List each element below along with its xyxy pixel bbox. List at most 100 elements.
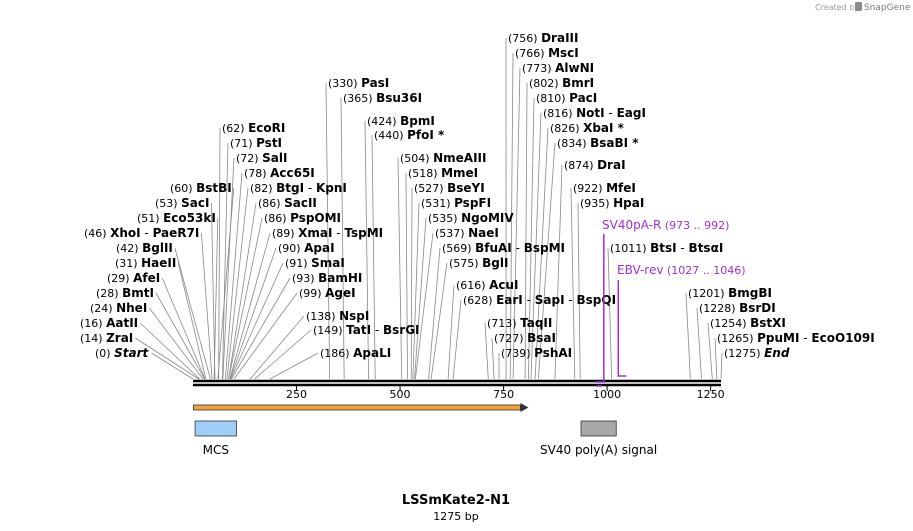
primer-ebv-rev[interactable]: EBV-rev (1027 .. 1046) xyxy=(617,263,746,377)
site-hpai[interactable]: (935) HpaI xyxy=(580,196,644,210)
feature-mcs[interactable]: MCS xyxy=(194,420,237,457)
site-sacii[interactable]: (86) SacII xyxy=(258,196,317,210)
site-nspi[interactable]: (138) NspI xyxy=(306,309,369,323)
site-bstbi[interactable]: (60) BstBI xyxy=(170,181,232,195)
site-aatii[interactable]: (16) AatII xyxy=(80,316,138,330)
feature-orf[interactable] xyxy=(193,403,529,412)
site-paci[interactable]: (810) PacI xyxy=(536,91,597,105)
site-acui[interactable]: (616) AcuI xyxy=(456,278,519,292)
site-label: (826) XbaI * xyxy=(550,121,625,135)
site-pspomi[interactable]: (86) PspOMI xyxy=(264,211,341,225)
site-leader xyxy=(226,187,249,380)
site-xhoi[interactable]: (46) XhoI - PaeR7I xyxy=(84,226,199,240)
site-label: (42) BglII xyxy=(116,241,173,255)
site-leader xyxy=(229,232,271,380)
site-afei[interactable]: (29) AfeI xyxy=(107,271,160,285)
site-position: (90) xyxy=(278,242,301,255)
site-leader xyxy=(218,127,221,380)
site-ecori[interactable]: (62) EcoRI xyxy=(222,121,285,135)
site-position: (330) xyxy=(328,77,358,90)
site-bpmi[interactable]: (424) BpmI xyxy=(367,114,435,128)
site-label: (575) BglI xyxy=(449,256,508,270)
site-pfoi[interactable]: (440) PfoI * xyxy=(374,128,445,142)
site-bsu36i[interactable]: (365) Bsu36I xyxy=(343,91,422,105)
enzyme-name: NaeI xyxy=(468,226,499,240)
site-bsrdi[interactable]: (1228) BsrDI xyxy=(699,301,776,315)
tick-label: 250 xyxy=(286,388,307,401)
enzyme-name: BmgBI xyxy=(728,286,772,300)
site-label: (713) TaqII xyxy=(487,316,552,330)
enzyme-name: AlwNI xyxy=(555,61,594,75)
enzyme-name: DraIII xyxy=(541,31,578,45)
site-apali[interactable]: (186) ApaLI xyxy=(320,346,391,360)
site-bsai[interactable]: (727) BsaI xyxy=(494,331,556,345)
site-xbai[interactable]: (826) XbaI * xyxy=(550,121,625,135)
site-nmeaiii[interactable]: (504) NmeAIII xyxy=(400,151,486,165)
site-nhei[interactable]: (24) NheI xyxy=(90,301,147,315)
site-draiii[interactable]: (756) DraIII xyxy=(508,31,578,45)
enzyme-name: EagI xyxy=(617,106,646,120)
enzyme-name: SacI xyxy=(181,196,209,210)
site-bseyi[interactable]: (527) BseYI xyxy=(414,181,485,195)
site-label: (60) BstBI xyxy=(170,181,232,195)
site-btgi[interactable]: (82) BtgI - KpnI xyxy=(250,181,347,195)
site-pspfi[interactable]: (531) PspFI xyxy=(421,196,491,210)
site-pasi[interactable]: (330) PasI xyxy=(328,76,389,90)
site-leader xyxy=(428,247,441,380)
site-label: (82) BtgI - KpnI xyxy=(250,181,347,195)
snapgene-credit[interactable]: Created by SnapGene xyxy=(815,2,911,13)
site-naei[interactable]: (537) NaeI xyxy=(435,226,499,240)
site-end[interactable]: (1275) End xyxy=(724,346,790,360)
site-label: (330) PasI xyxy=(328,76,389,90)
site-zrai[interactable]: (14) ZraI xyxy=(80,331,133,345)
site-bmri[interactable]: (802) BmrI xyxy=(529,76,594,90)
site-pupmi[interactable]: (1265) PpuMI - EcoO109I xyxy=(717,331,875,345)
site-alwni[interactable]: (773) AlwNI xyxy=(522,61,594,75)
site-bsabi[interactable]: (834) BsaBI * xyxy=(557,136,639,150)
site-bmti[interactable]: (28) BmtI xyxy=(96,286,154,300)
primer-sv40pa-r[interactable]: SV40pA-R (973 .. 992) xyxy=(595,218,730,387)
site-bamhi[interactable]: (93) BamHI xyxy=(292,271,362,285)
site-position: (756) xyxy=(508,32,538,45)
sequence-backbone[interactable] xyxy=(193,379,721,387)
site-msci[interactable]: (766) MscI xyxy=(515,46,579,60)
site-leader xyxy=(211,202,216,380)
site-noti[interactable]: (816) NotI - EagI xyxy=(543,106,646,120)
site-mmei[interactable]: (518) MmeI xyxy=(408,166,478,180)
site-bgli[interactable]: (575) BglI xyxy=(449,256,508,270)
site-pshai[interactable]: (739) PshAI xyxy=(501,346,572,360)
site-apai[interactable]: (90) ApaI xyxy=(278,241,335,255)
site-xmai[interactable]: (89) XmaI - TspMI xyxy=(272,226,383,240)
site-label: (1011) BtsI - BtsαI xyxy=(610,241,723,255)
site-tati[interactable]: (149) TatI - BsrGI xyxy=(313,323,420,337)
site-leader xyxy=(509,52,514,380)
site-smai[interactable]: (91) SmaI xyxy=(285,256,345,270)
site-bfuai[interactable]: (569) BfuAI - BspMI xyxy=(442,241,565,255)
site-leader xyxy=(200,232,213,380)
site-position: (1228) xyxy=(699,302,736,315)
site-acc65i[interactable]: (78) Acc65I xyxy=(244,166,315,180)
site-taqii[interactable]: (713) TaqII xyxy=(487,316,552,330)
primer-range: (973 .. 992) xyxy=(665,219,730,232)
site-psti[interactable]: (71) PstI xyxy=(230,136,282,150)
site-haeii[interactable]: (31) HaeII xyxy=(115,256,176,270)
enzyme-name: NheI xyxy=(116,301,147,315)
site-position: (935) xyxy=(580,197,610,210)
site-saci[interactable]: (53) SacI xyxy=(155,196,209,210)
site-label: (1201) BmgBI xyxy=(688,286,772,300)
site-bglii[interactable]: (42) BglII xyxy=(116,241,173,255)
site-start[interactable]: (0) Start xyxy=(95,346,149,360)
site-leader xyxy=(696,307,702,380)
site-bstxi[interactable]: (1254) BstXI xyxy=(710,316,786,330)
site-agei[interactable]: (99) AgeI xyxy=(299,286,356,300)
site-eari[interactable]: (628) EarI - SapI - BspQI xyxy=(463,293,616,307)
site-sali[interactable]: (72) SalI xyxy=(236,151,287,165)
site-drai[interactable]: (874) DraI xyxy=(564,158,626,172)
site-position: (535) xyxy=(428,212,458,225)
feature-polya[interactable]: SV40 poly(A) signal xyxy=(540,420,657,457)
site-btsi[interactable]: (1011) BtsI - BtsαI xyxy=(610,241,723,255)
site-eco53ki[interactable]: (51) Eco53kI xyxy=(137,211,216,225)
site-ngomiv[interactable]: (535) NgoMIV xyxy=(428,211,514,225)
site-bmgbi[interactable]: (1201) BmgBI xyxy=(688,286,772,300)
site-mfei[interactable]: (922) MfeI xyxy=(573,181,636,195)
